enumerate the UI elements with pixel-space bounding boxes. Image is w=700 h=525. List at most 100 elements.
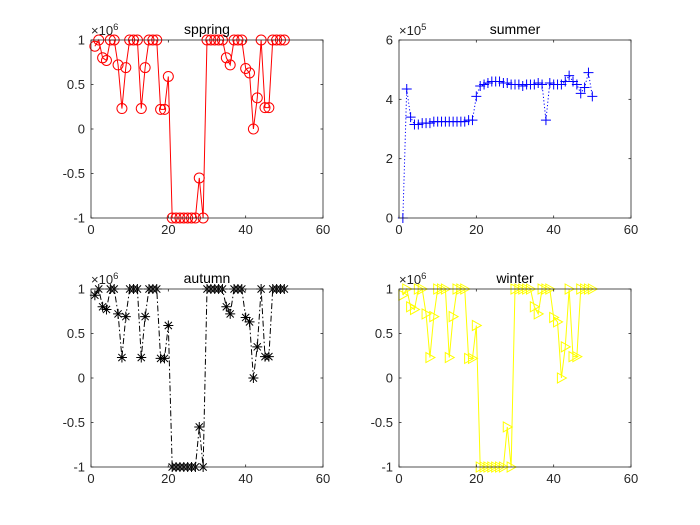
data-point-21 bbox=[479, 79, 490, 90]
x-tick-label: 0 bbox=[395, 471, 402, 486]
chart-title: sppring bbox=[184, 21, 230, 37]
subplot-autumn: 0 20 40 60 -1 -0.5 0 0.5 1 ×106 autumn bbox=[63, 270, 331, 486]
y-tick-label: -1 bbox=[381, 460, 393, 475]
data-point-48 bbox=[583, 67, 594, 78]
data-point-40 bbox=[553, 316, 564, 328]
data-point-42 bbox=[251, 92, 263, 104]
data-point-27 bbox=[193, 172, 205, 184]
data-point-45 bbox=[263, 351, 274, 362]
y-tick-label: 0 bbox=[78, 371, 85, 386]
data-point-7 bbox=[116, 103, 128, 115]
data-point-36 bbox=[537, 79, 548, 90]
x-tick-label: 20 bbox=[469, 222, 483, 237]
plot-area bbox=[91, 289, 323, 467]
data-point-18 bbox=[467, 352, 479, 365]
data-point-6 bbox=[421, 308, 433, 320]
data-point-42 bbox=[252, 341, 263, 352]
x-tick-label: 60 bbox=[316, 222, 330, 237]
data-point-49 bbox=[587, 91, 598, 102]
data-point-19 bbox=[471, 319, 483, 332]
data-point-27 bbox=[502, 421, 514, 433]
data-point-12 bbox=[135, 103, 147, 115]
data-point-8 bbox=[429, 310, 440, 323]
data-point-18 bbox=[158, 103, 170, 115]
data-point-19 bbox=[162, 70, 174, 82]
data-point-34 bbox=[220, 52, 232, 64]
x-tick-label: 20 bbox=[469, 471, 483, 486]
data-point-43 bbox=[564, 70, 575, 81]
data-point-12 bbox=[136, 352, 147, 363]
data-point-17 bbox=[464, 352, 475, 365]
data-point-0 bbox=[89, 290, 100, 301]
x-tick-label: 20 bbox=[161, 222, 175, 237]
data-point-13 bbox=[448, 310, 460, 323]
data-point-39 bbox=[549, 311, 560, 324]
axis-exponent: ×106 bbox=[91, 271, 118, 287]
y-tick-label: 0 bbox=[386, 211, 393, 226]
data-point-3 bbox=[100, 54, 112, 66]
data-point-35 bbox=[533, 78, 544, 89]
data-point-44 bbox=[259, 102, 271, 114]
data-point-22 bbox=[482, 78, 493, 89]
data-point-47 bbox=[579, 82, 590, 93]
series-summer bbox=[397, 67, 598, 223]
y-tick-label: -1 bbox=[73, 211, 85, 226]
plot-area bbox=[399, 289, 631, 467]
y-tick-label: 0.5 bbox=[375, 326, 393, 341]
data-point-35 bbox=[224, 59, 236, 71]
y-tick-label: 0 bbox=[78, 122, 85, 137]
axis-exponent: ×105 bbox=[399, 22, 426, 38]
data-point-38 bbox=[544, 78, 555, 89]
data-point-18 bbox=[467, 115, 478, 126]
data-point-45 bbox=[571, 79, 582, 90]
data-point-37 bbox=[540, 115, 551, 126]
data-point-0 bbox=[89, 40, 101, 52]
data-point-31 bbox=[517, 80, 528, 91]
data-point-44 bbox=[568, 350, 580, 363]
x-tick-label: 40 bbox=[238, 471, 252, 486]
axes-box bbox=[398, 39, 632, 219]
y-tick-label: 4 bbox=[386, 92, 393, 107]
data-point-46 bbox=[575, 88, 586, 99]
plot-area bbox=[399, 40, 631, 218]
data-point-6 bbox=[113, 308, 124, 319]
axis-exponent: ×106 bbox=[91, 22, 118, 38]
data-point-45 bbox=[572, 350, 583, 363]
data-point-7 bbox=[425, 351, 436, 364]
data-point-4 bbox=[413, 119, 424, 130]
x-tick-label: 40 bbox=[546, 471, 560, 486]
data-point-12 bbox=[444, 351, 456, 364]
y-tick-label: -1 bbox=[73, 460, 85, 475]
chart-title: summer bbox=[490, 21, 541, 37]
data-point-41 bbox=[556, 372, 568, 384]
chart-title: autumn bbox=[184, 270, 231, 286]
y-tick-label: 6 bbox=[386, 33, 393, 48]
data-point-45 bbox=[263, 102, 275, 114]
y-tick-label: 1 bbox=[386, 282, 393, 297]
y-tick-label: -0.5 bbox=[63, 415, 85, 430]
x-tick-label: 60 bbox=[624, 222, 638, 237]
data-point-27 bbox=[194, 421, 205, 432]
x-tick-label: 0 bbox=[87, 222, 94, 237]
y-tick-label: 0 bbox=[386, 371, 393, 386]
data-point-7 bbox=[424, 118, 435, 129]
x-tick-label: 40 bbox=[238, 222, 252, 237]
data-point-42 bbox=[560, 341, 572, 353]
data-point-16 bbox=[459, 116, 470, 127]
x-tick-label: 0 bbox=[87, 471, 94, 486]
data-point-35 bbox=[533, 308, 545, 320]
x-tick-label: 20 bbox=[161, 471, 175, 486]
y-tick-label: 0.5 bbox=[67, 326, 85, 341]
data-point-34 bbox=[221, 301, 232, 312]
data-point-7 bbox=[116, 352, 127, 363]
data-point-18 bbox=[159, 353, 170, 364]
data-point-8 bbox=[120, 62, 132, 74]
data-point-40 bbox=[244, 316, 255, 327]
y-tick-label: -0.5 bbox=[371, 415, 393, 430]
data-point-2 bbox=[405, 112, 416, 123]
data-point-41 bbox=[247, 123, 259, 135]
data-point-40 bbox=[244, 67, 256, 79]
data-point-20 bbox=[475, 80, 486, 91]
plot-area bbox=[91, 40, 323, 218]
